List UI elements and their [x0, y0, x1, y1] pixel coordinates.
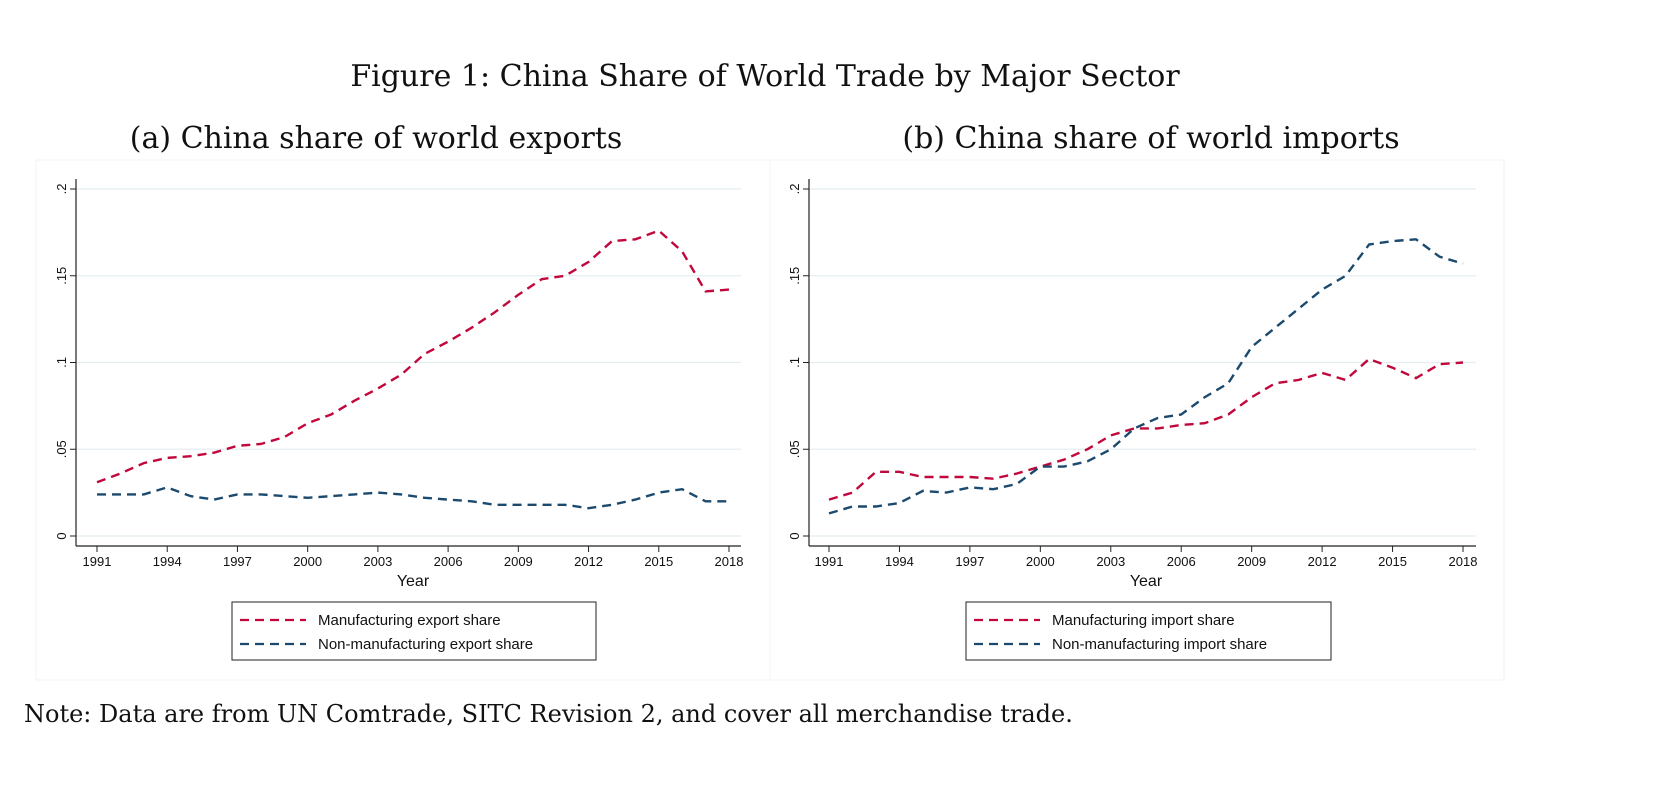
panel-a-exports: 0 .05 .1 .15 .2 1991 1994 1997 2000 2003 2006 2009 2…: [54, 179, 744, 661]
panel-b-frame: [769, 159, 1505, 681]
series-line-non-manufacturing: [828, 238, 1464, 515]
panel-b-imports: 0 .05 .1 .15 .2 1991 1994 1997 2000 2003 2006 2009 2…: [787, 179, 1478, 661]
legend: Manufacturing import share Non-manufactur…: [965, 601, 1332, 661]
x-tick-label: 2003: [363, 554, 392, 569]
figure-title: Figure 1: China Share of World Trade by …: [350, 59, 1180, 94]
x-tick-label: 2000: [1026, 554, 1055, 569]
x-tick-label: 2018: [715, 554, 744, 569]
x-tick-label: 2006: [434, 554, 463, 569]
y-tick-label: 0: [54, 532, 69, 539]
x-axis-label: Year: [1130, 573, 1163, 590]
x-tick-label: 2003: [1096, 554, 1125, 569]
y-tick-label: .2: [54, 184, 69, 195]
panel-a-title: (a) China share of world exports: [130, 121, 623, 156]
legend-box: [965, 601, 1332, 661]
y-tick-label: .15: [54, 267, 69, 285]
panel-b-title: (b) China share of world imports: [902, 121, 1399, 156]
y-tick-label: .05: [54, 440, 69, 458]
x-tick-label: 1991: [83, 554, 112, 569]
legend-label: Non-manufacturing export share: [318, 636, 533, 653]
y-tick-label: .15: [787, 267, 802, 285]
x-tick-label: 2015: [1378, 554, 1407, 569]
x-tick-label: 2015: [644, 554, 673, 569]
y-tick-label: 0: [787, 532, 802, 539]
y-tick-label: .1: [787, 357, 802, 368]
x-tick-label: 1997: [955, 554, 984, 569]
x-tick-label: 2012: [1308, 554, 1337, 569]
legend-label: Non-manufacturing import share: [1052, 636, 1267, 653]
series-line-non-manufacturing: [97, 486, 729, 510]
x-tick-label: 1994: [153, 554, 182, 569]
x-axis-label: Year: [397, 573, 430, 590]
x-tick-label: 2000: [293, 554, 322, 569]
series-line-manufacturing: [828, 357, 1464, 501]
x-tick-label: 2006: [1167, 554, 1196, 569]
figure-note: Note: Data are from UN Comtrade, SITC Re…: [24, 700, 1073, 728]
x-tick-label: 1994: [885, 554, 914, 569]
x-tick-label: 2009: [504, 554, 533, 569]
y-tick-label: .2: [787, 184, 802, 195]
y-tick-label: .05: [787, 440, 802, 458]
legend-label: Manufacturing export share: [318, 612, 501, 629]
x-tick-label: 1997: [223, 554, 252, 569]
x-tick-label: 1991: [815, 554, 844, 569]
legend: Manufacturing export share Non-manufactur…: [231, 601, 597, 661]
x-tick-label: 2018: [1449, 554, 1478, 569]
x-tick-label: 2012: [574, 554, 603, 569]
series-line-manufacturing: [96, 229, 730, 484]
y-tick-label: .1: [54, 357, 69, 368]
legend-label: Manufacturing import share: [1052, 612, 1235, 629]
legend-box: [231, 601, 597, 661]
x-tick-label: 2009: [1237, 554, 1266, 569]
